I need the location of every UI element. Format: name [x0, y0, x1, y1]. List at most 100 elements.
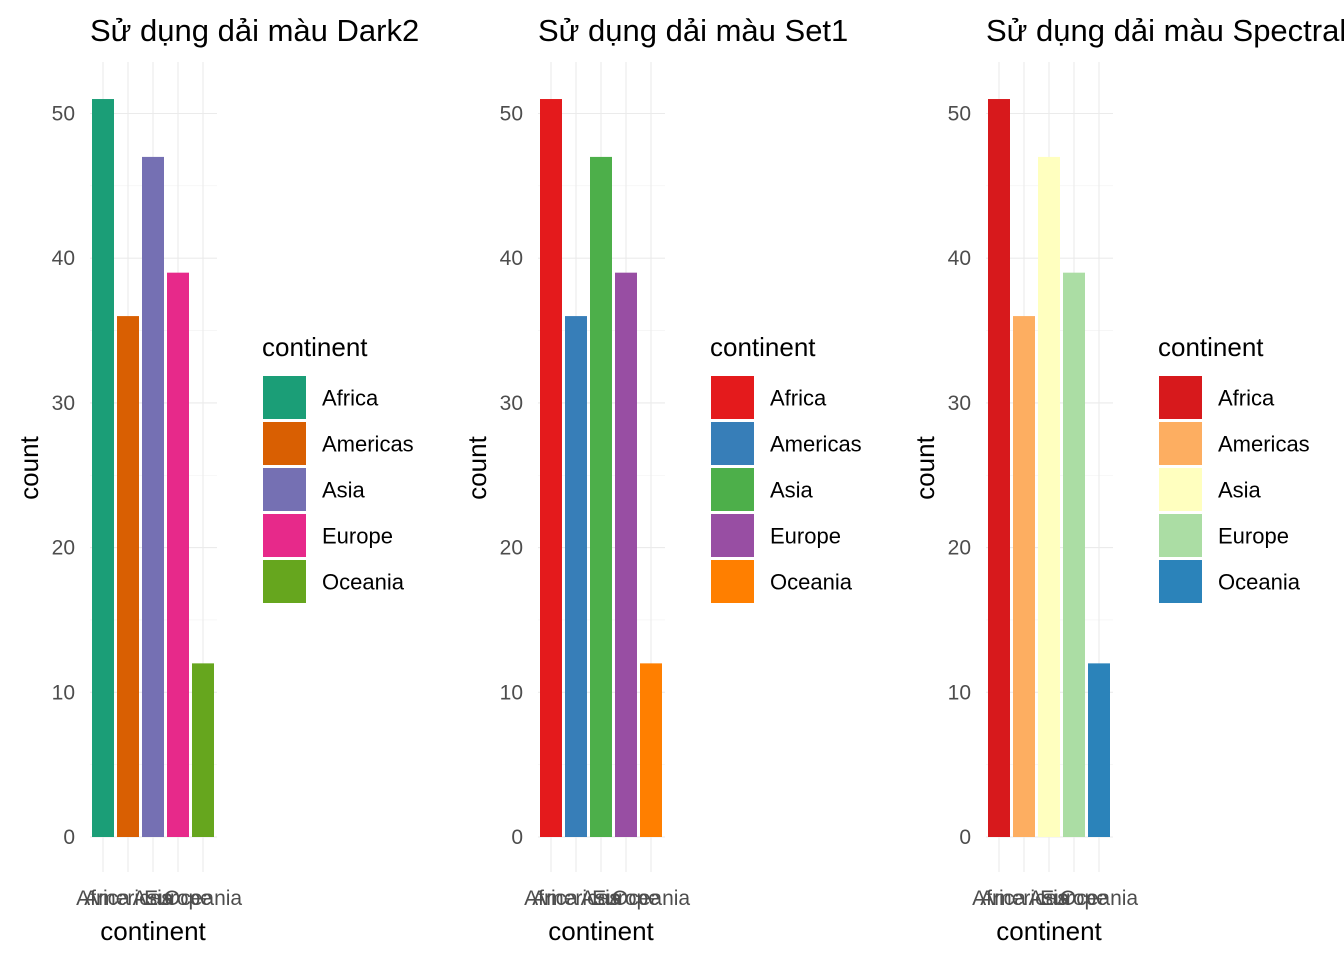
y-tick-label: 40 — [948, 247, 971, 270]
y-tick-label: 10 — [52, 681, 75, 704]
y-tick-label: 0 — [959, 826, 971, 849]
legend-key-africa — [263, 376, 306, 419]
x-tick-label: Europe — [1040, 887, 1108, 910]
bar-europe — [167, 272, 189, 837]
legend-key-americas — [1159, 422, 1202, 465]
y-tick-labels: 0 10 20 30 40 50 — [52, 103, 75, 850]
legend-key-asia — [1159, 468, 1202, 511]
chart-title: Sử dụng dải màu Dark2 — [90, 13, 419, 48]
legend: continent Africa Americas Asia Europe Oceania — [262, 332, 414, 603]
legend-label: Europe — [770, 524, 841, 549]
bars — [988, 99, 1110, 838]
bar-africa — [92, 99, 114, 837]
chart-panel-3: 01020304050AfricaAmericasAsiaEuropeOcean… — [910, 13, 1344, 946]
x-tick-label: Americas — [532, 887, 620, 910]
legend-key-asia — [263, 468, 306, 511]
x-tick-label: Asia — [133, 887, 174, 910]
y-tick-label: 30 — [948, 392, 971, 415]
legend-title: continent — [1158, 332, 1264, 362]
x-tick-label: Asia — [581, 887, 622, 910]
legend-key-africa — [711, 376, 754, 419]
legend-title: continent — [262, 332, 368, 362]
chart-title: Sử dụng dải màu Spectral — [986, 13, 1344, 48]
legend-label: Americas — [1218, 432, 1310, 457]
y-tick-label: 30 — [52, 392, 75, 415]
legend-key-americas — [263, 422, 306, 465]
chart-panel-2: 01020304050AfricaAmericasAsiaEuropeOcean… — [462, 13, 862, 946]
y-tick-label: 20 — [52, 537, 75, 560]
bar-oceania — [1088, 663, 1110, 837]
x-tick-label: Oceania — [612, 887, 691, 910]
bars — [540, 99, 662, 838]
y-tick-label: 30 — [500, 392, 523, 415]
x-tick-label: Europe — [592, 887, 660, 910]
x-tick-label: Americas — [980, 887, 1068, 910]
bar-americas — [1013, 316, 1035, 838]
legend-label: Asia — [322, 478, 366, 503]
bar-africa — [540, 99, 562, 837]
x-tick-label: Asia — [1029, 887, 1070, 910]
bar-asia — [1038, 156, 1060, 837]
legend-key-europe — [1159, 514, 1202, 557]
y-tick-label: 50 — [948, 103, 971, 126]
bar-asia — [142, 156, 164, 837]
legend-label: Africa — [770, 386, 827, 411]
legend-key-europe — [263, 514, 306, 557]
bar-americas — [117, 316, 139, 838]
legend-label: Europe — [322, 524, 393, 549]
bar-oceania — [640, 663, 662, 837]
bar-africa — [988, 99, 1010, 837]
legend: continent Africa Americas Asia Europe Oceania — [710, 332, 862, 603]
legend-label: Europe — [1218, 524, 1289, 549]
legend-label: Oceania — [1218, 570, 1301, 595]
x-tick-label: Africa — [76, 887, 130, 910]
legend-label: Africa — [322, 386, 379, 411]
x-axis-title: continent — [996, 916, 1102, 946]
x-tick-label: Africa — [972, 887, 1026, 910]
x-axis-title: continent — [548, 916, 654, 946]
legend-key-europe — [711, 514, 754, 557]
legend-label: Oceania — [322, 570, 405, 595]
x-tick-label: Africa — [524, 887, 578, 910]
legend-label: Asia — [1218, 478, 1262, 503]
legend-key-oceania — [1159, 560, 1202, 603]
chart-title: Sử dụng dải màu Set1 — [538, 13, 848, 48]
x-tick-label: Oceania — [1060, 887, 1139, 910]
legend-key-oceania — [711, 560, 754, 603]
x-tick-label: Oceania — [164, 887, 243, 910]
y-tick-label: 40 — [500, 247, 523, 270]
y-axis-title: count — [462, 435, 492, 499]
y-tick-label: 50 — [500, 103, 523, 126]
y-tick-label: 20 — [948, 537, 971, 560]
legend-key-africa — [1159, 376, 1202, 419]
x-tick-label: Americas — [84, 887, 172, 910]
y-axis-title: count — [14, 435, 44, 499]
legend-key-asia — [711, 468, 754, 511]
bar-europe — [1063, 272, 1085, 837]
legend: continent Africa Americas Asia Europe Oceania — [1158, 332, 1310, 603]
chart-panel-1: 01020304050AfricaAmericasAsiaEuropeOcean… — [14, 13, 419, 946]
legend-key-oceania — [263, 560, 306, 603]
y-tick-label: 0 — [63, 826, 75, 849]
y-tick-labels: 0 10 20 30 40 50 — [500, 103, 523, 850]
y-tick-labels: 0 10 20 30 40 50 — [948, 103, 971, 850]
y-tick-label: 20 — [500, 537, 523, 560]
bar-oceania — [192, 663, 214, 837]
bars — [92, 99, 214, 838]
y-tick-label: 10 — [948, 681, 971, 704]
y-tick-label: 10 — [500, 681, 523, 704]
y-axis-title: count — [910, 435, 940, 499]
bar-americas — [565, 316, 587, 838]
x-tick-label: Europe — [144, 887, 212, 910]
legend-title: continent — [710, 332, 816, 362]
y-tick-label: 50 — [52, 103, 75, 126]
legend-label: Asia — [770, 478, 814, 503]
legend-label: Americas — [770, 432, 862, 457]
x-axis-title: continent — [100, 916, 206, 946]
y-tick-label: 40 — [52, 247, 75, 270]
